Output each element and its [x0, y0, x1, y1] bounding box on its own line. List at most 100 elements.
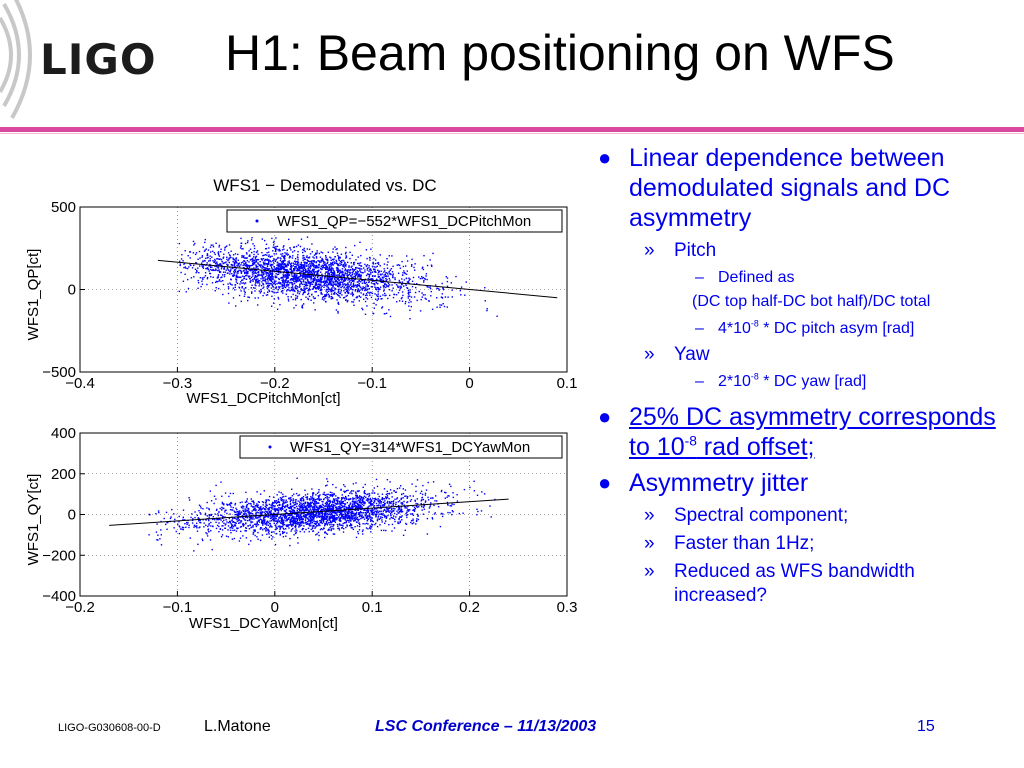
chart-qp-point	[259, 274, 261, 276]
chart-qp-point	[268, 277, 270, 279]
chart-qy-point	[304, 515, 306, 517]
chart-qp-point	[310, 299, 312, 301]
chart-qy-point	[388, 502, 390, 504]
chart-qp-point	[320, 281, 323, 283]
chart-qp-point	[329, 276, 331, 279]
chart-qp-point	[271, 290, 273, 293]
chart-qy-point	[364, 490, 366, 492]
chart-qp-point	[212, 260, 214, 262]
chart-qp-point	[270, 283, 273, 285]
chart-qy-point	[283, 528, 285, 530]
chart-qy-point	[301, 529, 303, 531]
chart-qp-point	[336, 293, 339, 296]
chart-qp-point	[309, 261, 311, 263]
chart-qp-point	[359, 271, 362, 273]
chart-qy-point	[224, 509, 226, 512]
chart-qy-point	[283, 531, 286, 533]
chart-qy-point	[223, 507, 225, 509]
chart-qy-point	[260, 527, 262, 529]
chart-qy-point	[392, 507, 395, 510]
chart-qp-point	[332, 285, 334, 288]
chart-qp-point	[223, 267, 225, 269]
chart-qp-point	[352, 279, 355, 281]
chart-qy-point	[272, 517, 274, 520]
chart-qy-point	[279, 497, 282, 499]
chart-qy-point	[308, 513, 310, 515]
chart-qy-point	[398, 508, 400, 510]
chart-qp-point	[305, 270, 307, 272]
chart-qp-point	[330, 263, 332, 265]
chart-qy-point	[398, 487, 401, 489]
chart-qy-point	[291, 505, 293, 507]
chart-qp-point	[283, 270, 285, 272]
chart-qy-point	[286, 532, 288, 534]
chart-qp-point	[183, 263, 185, 265]
chart-qp-point	[320, 265, 322, 268]
chart-qp-point	[353, 264, 355, 266]
chart-qy-point	[324, 536, 326, 539]
chart-qy-point	[409, 513, 412, 515]
chart-qp-point	[200, 285, 202, 288]
chart-qy-point	[258, 501, 260, 503]
chart-qy-point	[297, 508, 300, 510]
chart-qp-point	[316, 279, 318, 281]
chart-qy-point	[313, 498, 315, 501]
chart-qp-point	[274, 281, 276, 284]
chart-qy-point	[331, 521, 333, 523]
chart-qy-point	[421, 493, 424, 496]
chart-qp-point	[204, 238, 206, 241]
chart-qy-point	[302, 507, 304, 509]
chart-qp-point	[314, 278, 317, 280]
chart-qp-point	[306, 275, 308, 277]
chart-qp-point	[373, 271, 376, 273]
chart-qy-point	[310, 501, 312, 504]
chart-qy-point	[268, 530, 270, 532]
chart-qp-point	[210, 276, 212, 278]
chart-qp-point	[194, 268, 197, 270]
chart-qy-point	[287, 513, 290, 516]
chart-qp-point	[292, 270, 294, 272]
chart-qy-point	[351, 518, 353, 521]
chart-qy-point	[317, 508, 319, 511]
chart-qy-point	[376, 498, 378, 501]
chart-qy-point	[391, 517, 394, 519]
chart-qp-point	[341, 261, 343, 264]
chart-qp-point	[279, 259, 282, 262]
chart-qp-point	[365, 297, 367, 299]
chart-qy-point	[368, 495, 370, 498]
chart-qy-point	[375, 522, 377, 525]
chart-qy-point	[289, 504, 292, 506]
chart-qp-point	[308, 275, 311, 277]
chart-qp-point	[273, 288, 275, 291]
chart-qy-point	[395, 516, 397, 518]
chart-qy-point	[311, 520, 314, 522]
chart-qp-point	[236, 262, 238, 264]
chart-qp-point	[268, 284, 271, 286]
chart-qy-point	[268, 507, 270, 509]
chart-qy-point	[245, 513, 247, 515]
chart-qy-point	[282, 521, 284, 523]
chart-qp-point	[411, 264, 413, 266]
chart-qp-point	[349, 268, 352, 271]
chart-qp-point	[337, 285, 339, 287]
chart-qy-point	[160, 529, 162, 531]
chart-qy-point	[402, 534, 405, 536]
chart-qy-point	[320, 509, 322, 511]
chart-qy-point	[308, 505, 310, 508]
chart-qp-point	[305, 285, 307, 287]
chart-qy-point	[372, 514, 374, 516]
chart-qp-point	[410, 301, 412, 303]
chart-qp-point	[396, 301, 398, 303]
chart-qp-point	[345, 246, 347, 249]
chart-qp-point	[251, 251, 253, 254]
chart-qp-point	[213, 261, 216, 263]
chart-qy-point	[269, 520, 271, 522]
chart-qp-point	[306, 270, 308, 272]
chart-qp-point	[240, 237, 242, 240]
chart-qp-point	[377, 283, 379, 285]
chart-qy-point	[355, 494, 357, 497]
chart-qp-point	[264, 264, 266, 266]
chart-qp-point	[350, 283, 352, 285]
chart-qp-point	[204, 260, 206, 262]
chart-qp-point	[324, 295, 326, 298]
